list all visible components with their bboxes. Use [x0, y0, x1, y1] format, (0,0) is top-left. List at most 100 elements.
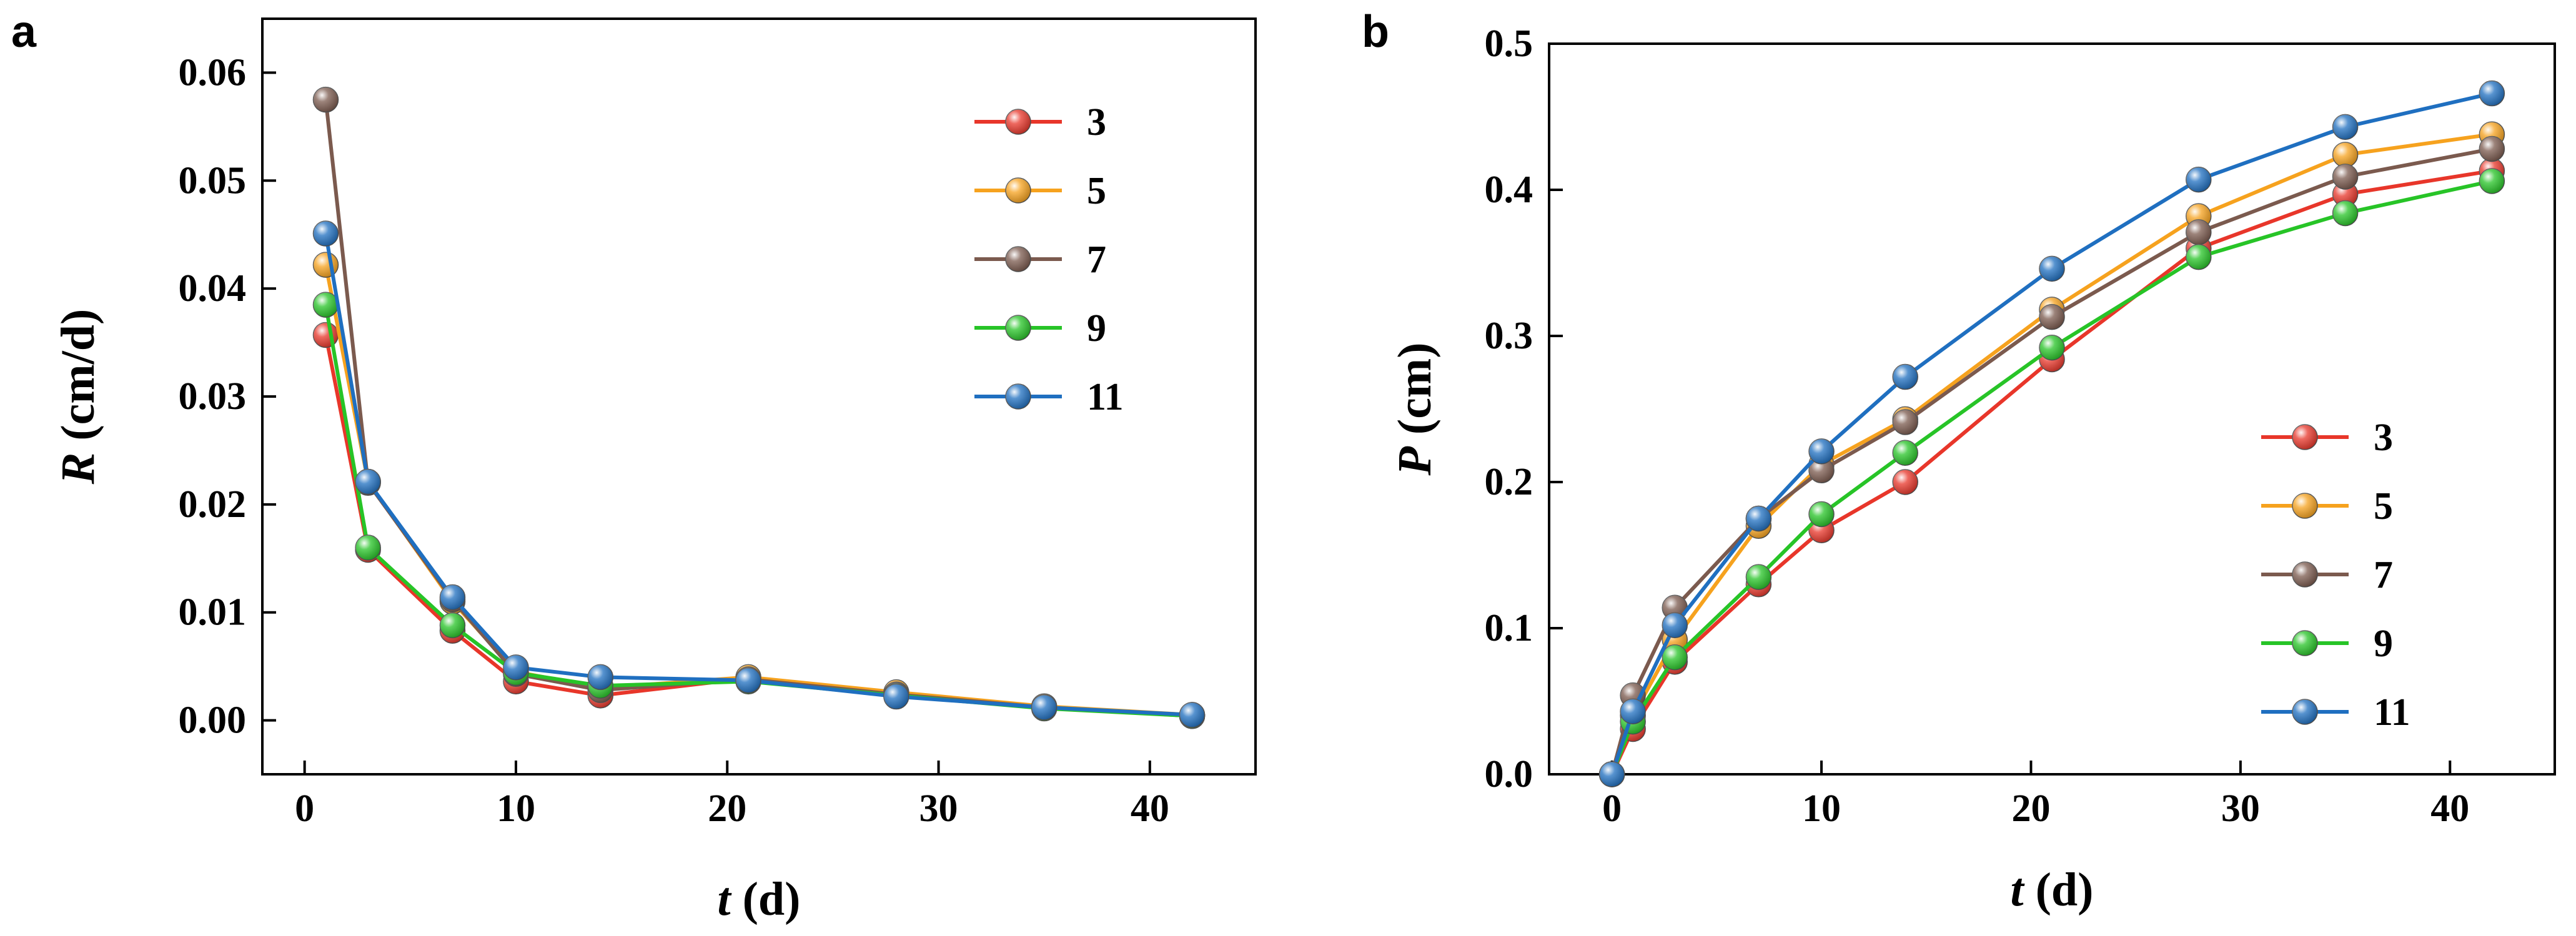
- data-point-highlight: [2039, 335, 2064, 360]
- panel-a-ylabel-unit: (cm/d): [52, 309, 104, 453]
- panel-b-x-axis-title: t (d): [2010, 864, 2093, 916]
- y-tick-label: 0.05: [179, 159, 247, 202]
- series-line-5: [1610, 132, 2492, 776]
- legend-item-9: 9: [2261, 623, 2393, 665]
- data-point-highlight: [2039, 256, 2064, 282]
- data-point-highlight: [313, 292, 339, 318]
- series-line-9: [1610, 179, 2493, 776]
- panel-a-x-ticks: 0 10 20 30 40: [295, 761, 1169, 830]
- legend-label: 5: [2374, 485, 2393, 528]
- legend-label: 7: [2374, 554, 2393, 596]
- panel-b-ylabel-var: P: [1389, 446, 1441, 476]
- y-tick-label: 0.04: [179, 267, 247, 310]
- data-point-highlight: [1893, 410, 1918, 435]
- data-point-highlight: [588, 664, 613, 690]
- data-point-highlight: [883, 684, 909, 709]
- legend-marker-highlight: [1006, 315, 1031, 340]
- data-point-highlight: [1662, 644, 1688, 670]
- data-point-highlight: [1599, 762, 1625, 787]
- legend-item-9: 9: [974, 307, 1106, 350]
- data-point-highlight: [313, 220, 339, 246]
- legend-label: 3: [2374, 416, 2393, 459]
- panel-a-label: a: [11, 7, 37, 57]
- y-tick-label: 0.03: [179, 375, 247, 418]
- legend-marker-highlight: [1006, 109, 1031, 134]
- legend-marker-highlight: [1006, 178, 1031, 203]
- panel-a-x-axis-title: t (d): [717, 873, 800, 925]
- legend-label: 7: [1087, 239, 1106, 281]
- data-point-highlight: [2479, 136, 2505, 162]
- series-line-11: [1610, 91, 2493, 775]
- panel-a-y-axis-title: R (cm/d): [52, 309, 104, 485]
- panel-a-y-ticks: 0.00 0.01 0.02 0.03 0.04 0.05 0.06: [179, 51, 276, 742]
- legend-item-7: 7: [2261, 554, 2393, 596]
- y-tick-label: 0.0: [1485, 753, 1533, 796]
- series-line-7: [1610, 147, 2492, 775]
- legend-marker-highlight: [2292, 562, 2317, 587]
- data-point-highlight: [1809, 438, 1835, 464]
- legend-label: 5: [1087, 170, 1106, 212]
- panel-b: b 0.0 0.1 0.2 0.3 0.4 0.5 0 10 20 30 40 3 5 7 9 11 t …: [1362, 7, 2556, 916]
- data-point-highlight: [2186, 244, 2211, 270]
- series-5: [1598, 121, 2505, 787]
- legend-marker-highlight: [2292, 493, 2317, 518]
- data-point-highlight: [355, 535, 381, 560]
- panel-a-legend: 3 5 7 9 11: [974, 101, 1124, 418]
- data-point-highlight: [1809, 458, 1835, 483]
- legend-label: 11: [1087, 376, 1124, 418]
- series-3: [312, 322, 1206, 729]
- legend-marker-highlight: [2292, 699, 2317, 724]
- series-11: [1598, 80, 2505, 787]
- y-tick-label: 0.06: [179, 51, 247, 94]
- data-point-highlight: [313, 252, 339, 278]
- data-point-highlight: [503, 654, 528, 680]
- panel-b-xlabel-unit: (d): [2024, 864, 2094, 916]
- series-line-3: [1610, 169, 2492, 776]
- x-tick-label: 20: [2011, 787, 2050, 830]
- series-3: [1598, 157, 2505, 787]
- data-point-highlight: [355, 469, 381, 495]
- series-9: [312, 292, 1206, 729]
- legend-label: 9: [2374, 623, 2393, 665]
- panel-b-ylabel-unit: (cm): [1389, 342, 1441, 446]
- data-point-highlight: [1893, 440, 1918, 466]
- panel-b-series: [1598, 80, 2505, 787]
- panel-b-label: b: [1362, 7, 1389, 57]
- panel-b-xlabel-var: t: [2010, 864, 2025, 916]
- data-point-highlight: [1893, 364, 1918, 390]
- legend-item-7: 7: [974, 239, 1106, 281]
- series-line-5: [324, 264, 1192, 717]
- series-11: [312, 220, 1206, 728]
- panel-a: a 0.00 0.01 0.02 0.03 0.04 0.05 0.06 0 10 20 30 40…: [11, 7, 1257, 925]
- x-tick-label: 20: [708, 787, 746, 830]
- data-point-highlight: [2332, 114, 2358, 140]
- panel-a-xlabel-var: t: [717, 873, 732, 925]
- y-tick-label: 0.4: [1485, 169, 1533, 211]
- panel-b-x-ticks: 0 10 20 30 40: [1602, 761, 2469, 830]
- y-tick-label: 0.00: [179, 699, 247, 742]
- legend-item-3: 3: [974, 101, 1106, 144]
- data-point-highlight: [1746, 564, 1771, 590]
- data-point-highlight: [2332, 164, 2358, 189]
- y-tick-label: 0.1: [1485, 607, 1533, 649]
- series-9: [1598, 168, 2505, 787]
- panel-b-legend: 3 5 7 9 11: [2261, 416, 2410, 734]
- panel-a-ylabel-var: R: [52, 453, 104, 485]
- legend-marker-highlight: [1006, 384, 1031, 409]
- x-tick-label: 30: [919, 787, 958, 830]
- series-line-3: [324, 334, 1192, 718]
- legend-marker-highlight: [2292, 425, 2317, 450]
- data-point-highlight: [1620, 699, 1646, 724]
- data-point-highlight: [2186, 219, 2211, 245]
- series-line-9: [324, 304, 1192, 718]
- legend-item-11: 11: [974, 376, 1124, 418]
- data-point-highlight: [2332, 200, 2358, 226]
- x-tick-label: 0: [1602, 787, 1622, 830]
- x-tick-label: 0: [295, 787, 314, 830]
- legend-item-3: 3: [2261, 416, 2393, 459]
- data-point-highlight: [2332, 142, 2358, 167]
- y-tick-label: 0.01: [179, 591, 247, 634]
- panel-a-xlabel-unit: (d): [731, 873, 801, 925]
- data-point-highlight: [313, 87, 339, 112]
- x-tick-label: 30: [2221, 787, 2260, 830]
